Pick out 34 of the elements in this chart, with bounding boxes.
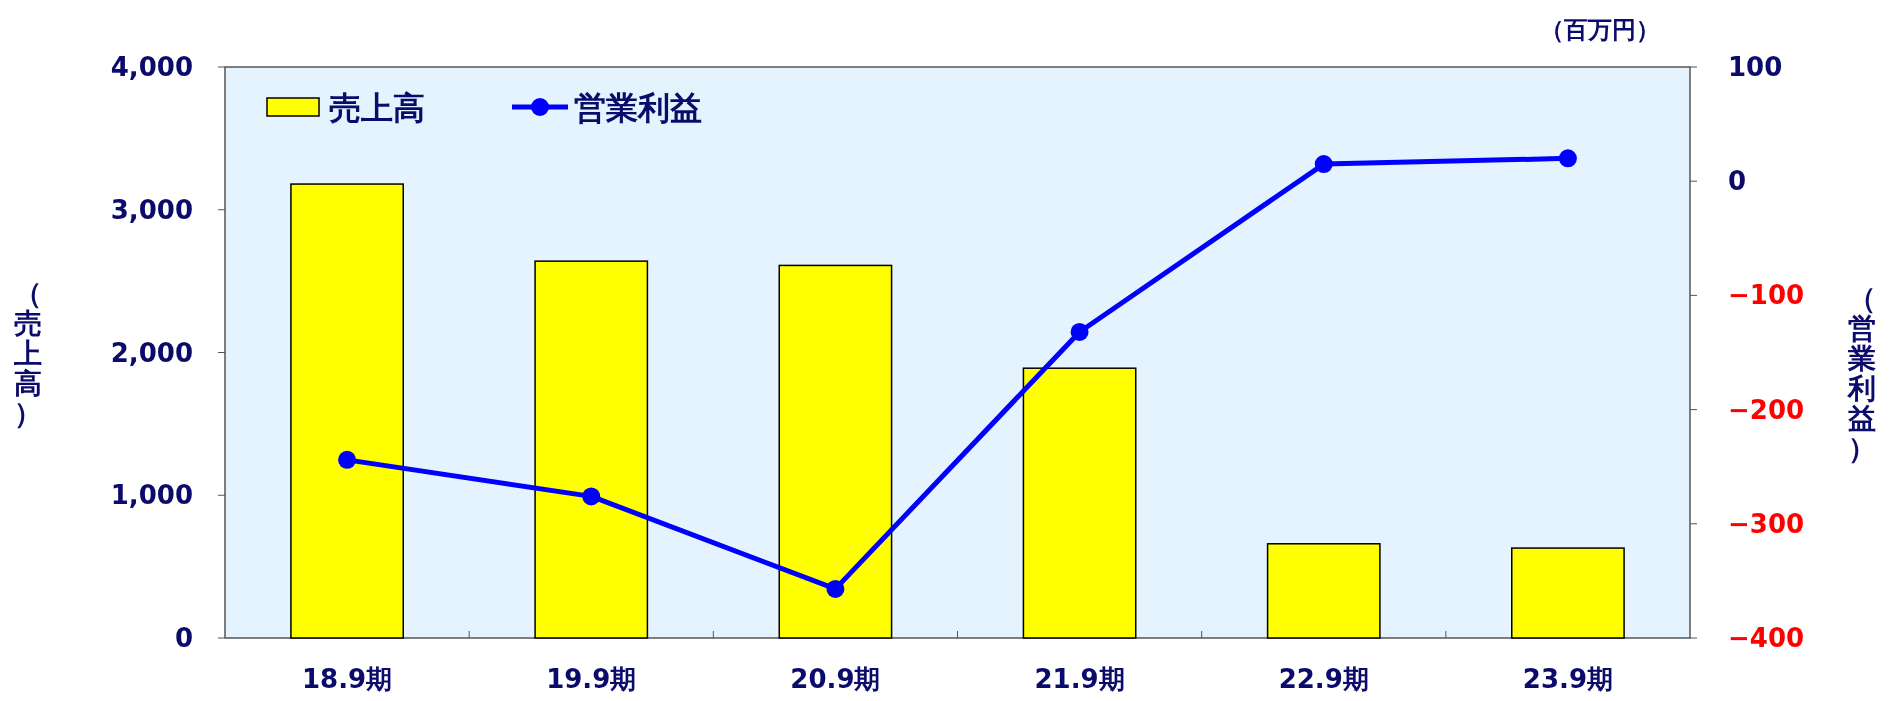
point (338, 450, 357, 469)
x-tick-label: 21.9期 (1034, 664, 1125, 694)
y-tick-label: 4,000 (110, 52, 193, 82)
y2-tick-label: −400 (1728, 623, 1805, 653)
x-tick-label: 23.9期 (1522, 664, 1613, 694)
y2-tick-label: −300 (1728, 508, 1805, 539)
point (1070, 322, 1089, 341)
bar (534, 260, 649, 639)
x-tick-label: 18.9期 (302, 664, 393, 694)
y-tick-label: 0 (174, 623, 193, 653)
bar (778, 264, 893, 639)
y2-tick-label: −100 (1728, 280, 1805, 311)
legend-label: 売上高 (329, 89, 425, 127)
y-axis-title: （売上高） (13, 276, 42, 430)
point (826, 579, 845, 598)
legend-label: 営業利益 (574, 89, 702, 127)
bar (1266, 543, 1381, 639)
point (582, 487, 601, 506)
y2-axis-title: （営業利益） (1847, 281, 1876, 465)
bar (1022, 367, 1137, 639)
point (1558, 149, 1577, 168)
text: （百万円） (1540, 16, 1660, 44)
y2-tick-label: 0 (1728, 166, 1747, 197)
y-tick-label: 3,000 (110, 194, 193, 225)
y2-tick-label: −200 (1728, 394, 1805, 425)
x-tick-label: 19.9期 (546, 664, 637, 694)
y2-tick-label: 100 (1728, 52, 1783, 82)
bar (1511, 547, 1625, 639)
x-tick-label: 20.9期 (790, 664, 881, 694)
y-tick-label: 1,000 (110, 480, 193, 511)
x-tick-label: 22.9期 (1278, 664, 1369, 694)
y-tick-label: 2,000 (110, 337, 193, 368)
bar (290, 183, 404, 639)
point (1314, 155, 1333, 174)
